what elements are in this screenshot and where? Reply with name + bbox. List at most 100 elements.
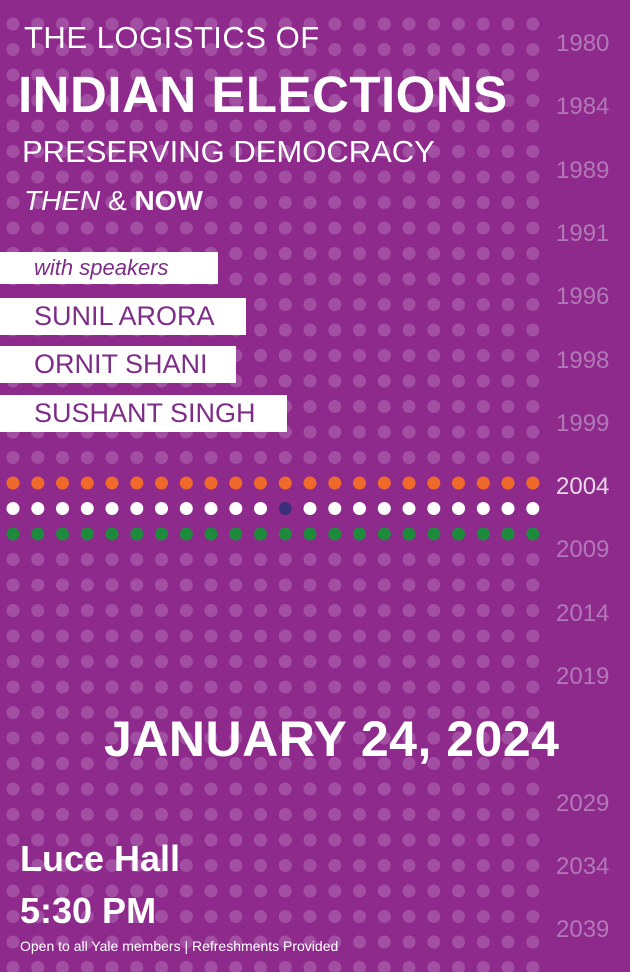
grid-dot — [56, 119, 69, 133]
grid-dot — [427, 94, 441, 107]
grid-dot — [402, 629, 416, 643]
grid-dot — [501, 731, 515, 745]
grid-dot — [353, 961, 366, 972]
grid-dot — [526, 833, 540, 847]
grid-dot — [80, 859, 94, 872]
grid-dot — [402, 859, 416, 872]
grid-dot — [56, 43, 69, 56]
grid-dot — [328, 68, 342, 82]
footer-note: Open to all Yale members | Refreshments … — [20, 938, 339, 954]
grid-dot — [427, 145, 441, 158]
grid-dot — [427, 374, 441, 388]
grid-dot — [526, 757, 540, 770]
year-label: 2009 — [556, 536, 610, 564]
grid-dot — [377, 578, 391, 592]
grid-dot — [328, 553, 342, 566]
grid-dot — [303, 94, 317, 107]
flag-dot — [278, 476, 292, 490]
grid-dot — [476, 910, 490, 923]
grid-dot — [179, 833, 193, 847]
grid-dot — [377, 706, 391, 719]
grid-dot — [31, 859, 45, 872]
grid-dot — [155, 94, 168, 107]
grid-dot — [105, 553, 119, 566]
grid-dot — [105, 68, 119, 82]
grid-dot — [254, 349, 267, 362]
grid-dot — [254, 706, 267, 719]
grid-dot — [476, 145, 490, 158]
grid-dot — [452, 349, 465, 362]
grid-dot — [452, 578, 465, 592]
grid-dot — [427, 757, 441, 770]
grid-dot — [303, 706, 317, 719]
grid-dot — [105, 731, 119, 745]
grid-dot — [31, 451, 45, 464]
grid-dot — [6, 706, 20, 719]
grid-dot — [402, 425, 416, 439]
grid-dot — [254, 629, 267, 643]
flag-dot — [452, 502, 465, 515]
grid-dot — [56, 629, 69, 643]
grid-dot — [427, 272, 441, 286]
grid-dot — [501, 400, 515, 413]
flag-dot — [402, 502, 416, 515]
grid-dot — [56, 706, 69, 719]
grid-dot — [476, 17, 490, 31]
grid-dot — [130, 196, 144, 209]
grid-dot — [353, 757, 366, 770]
grid-dot — [179, 196, 193, 209]
grid-dot — [303, 604, 317, 617]
grid-dot — [476, 833, 490, 847]
grid-dot — [6, 884, 20, 898]
grid-dot — [353, 451, 366, 464]
grid-dot — [328, 374, 342, 388]
grid-dot — [353, 323, 366, 337]
grid-dot — [229, 833, 243, 847]
flag-dot — [254, 476, 267, 490]
grid-dot — [501, 629, 515, 643]
grid-dot — [56, 604, 69, 617]
grid-dot — [229, 451, 243, 464]
grid-dot — [452, 782, 465, 796]
grid-dot — [377, 94, 391, 107]
grid-dot — [105, 170, 119, 184]
flag-dot — [204, 527, 218, 541]
grid-dot — [452, 859, 465, 872]
grid-dot — [130, 782, 144, 796]
grid-dot — [31, 706, 45, 719]
flag-dot — [179, 476, 193, 490]
grid-dot — [254, 170, 267, 184]
grid-dot — [155, 859, 168, 872]
grid-dot — [6, 859, 20, 872]
grid-dot — [377, 808, 391, 821]
grid-dot — [31, 68, 45, 82]
grid-dot — [80, 604, 94, 617]
grid-dot — [452, 68, 465, 82]
grid-dot — [278, 196, 292, 209]
grid-dot — [130, 553, 144, 566]
grid-dot — [254, 221, 267, 235]
grid-dot — [501, 553, 515, 566]
grid-dot — [328, 655, 342, 668]
grid-dot — [476, 400, 490, 413]
grid-dot — [402, 782, 416, 796]
flag-dot — [353, 527, 366, 541]
grid-dot — [254, 578, 267, 592]
grid-dot — [31, 17, 45, 31]
grid-dot — [56, 833, 69, 847]
grid-dot — [229, 272, 243, 286]
grid-dot — [80, 884, 94, 898]
grid-dot — [254, 833, 267, 847]
grid-dot — [278, 706, 292, 719]
grid-dot — [402, 272, 416, 286]
grid-dot — [476, 43, 490, 56]
grid-dot — [204, 757, 218, 770]
grid-dot — [204, 170, 218, 184]
flag-dot — [353, 476, 366, 490]
grid-dot — [427, 910, 441, 923]
grid-dot — [6, 196, 20, 209]
grid-dot — [328, 221, 342, 235]
grid-dot — [130, 731, 144, 745]
grid-dot — [377, 961, 391, 972]
grid-dot — [155, 961, 168, 972]
